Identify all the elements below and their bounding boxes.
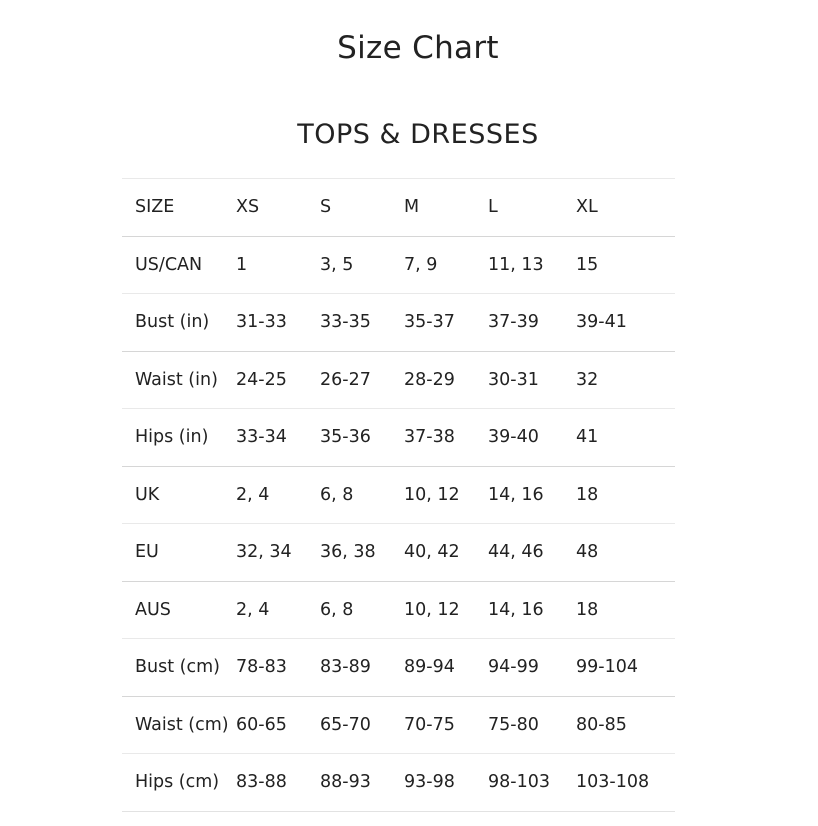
table-row: Hips (in) 33-34 35-36 37-38 39-40 41 bbox=[122, 408, 675, 467]
row-label: Waist (in) bbox=[135, 369, 218, 390]
table-cell: 40, 42 bbox=[404, 542, 460, 563]
table-cell: 80-85 bbox=[576, 714, 627, 735]
row-label: Bust (cm) bbox=[135, 657, 220, 678]
table-cell: M bbox=[404, 197, 420, 218]
table-cell: 41 bbox=[576, 427, 599, 448]
table-cell: 83-89 bbox=[320, 657, 371, 678]
table-cell: 28-29 bbox=[404, 369, 455, 390]
table-cell: 70-75 bbox=[404, 714, 455, 735]
table-cell: 48 bbox=[576, 542, 599, 563]
table-cell: 89-94 bbox=[404, 657, 455, 678]
row-label: AUS bbox=[135, 599, 171, 620]
table-cell: 39-40 bbox=[488, 427, 539, 448]
table-cell: 99-104 bbox=[576, 657, 638, 678]
table-cell: 33-35 bbox=[320, 312, 371, 333]
table-cell: 78-83 bbox=[236, 657, 287, 678]
table-cell: 18 bbox=[576, 599, 599, 620]
table-cell: 31-33 bbox=[236, 312, 287, 333]
row-label: Waist (cm) bbox=[135, 714, 229, 735]
table-row: EU 32, 34 36, 38 40, 42 44, 46 48 bbox=[122, 523, 675, 582]
table-row: US/CAN 1 3, 5 7, 9 11, 13 15 bbox=[122, 236, 675, 294]
table-cell: 33-34 bbox=[236, 427, 287, 448]
table-cell: 1 bbox=[236, 254, 248, 275]
table-row: AUS 2, 4 6, 8 10, 12 14, 16 18 bbox=[122, 581, 675, 639]
table-cell: 6, 8 bbox=[320, 484, 354, 505]
table-cell: 11, 13 bbox=[488, 254, 544, 275]
table-cell: 88-93 bbox=[320, 772, 371, 793]
table-cell: 39-41 bbox=[576, 312, 627, 333]
table-cell: 93-98 bbox=[404, 772, 455, 793]
table-cell: 94-99 bbox=[488, 657, 539, 678]
table-cell: S bbox=[320, 197, 332, 218]
table-cell: 65-70 bbox=[320, 714, 371, 735]
table-cell: 37-38 bbox=[404, 427, 455, 448]
table-cell: 35-37 bbox=[404, 312, 455, 333]
page-title: Size Chart bbox=[337, 30, 499, 66]
table-cell: 37-39 bbox=[488, 312, 539, 333]
table-cell: L bbox=[488, 197, 498, 218]
table-row: UK 2, 4 6, 8 10, 12 14, 16 18 bbox=[122, 466, 675, 524]
table-cell: 75-80 bbox=[488, 714, 539, 735]
table-cell: 10, 12 bbox=[404, 484, 460, 505]
section-title: TOPS & DRESSES bbox=[297, 119, 539, 150]
table-cell: 83-88 bbox=[236, 772, 287, 793]
row-label: EU bbox=[135, 542, 159, 563]
table-cell: 2, 4 bbox=[236, 484, 270, 505]
table-cell: 7, 9 bbox=[404, 254, 438, 275]
table-cell: 35-36 bbox=[320, 427, 371, 448]
table-cell: 14, 16 bbox=[488, 484, 544, 505]
table-cell: 10, 12 bbox=[404, 599, 460, 620]
table-cell: 32 bbox=[576, 369, 599, 390]
table-cell: 60-65 bbox=[236, 714, 287, 735]
row-label: UK bbox=[135, 484, 160, 505]
table-cell: 44, 46 bbox=[488, 542, 544, 563]
size-chart-table: SIZE XS S M L XL US/CAN 1 3, 5 7, 9 11, 13 15 Bust (… bbox=[122, 178, 675, 812]
table-cell: 30-31 bbox=[488, 369, 539, 390]
table-row: Waist (cm) 60-65 65-70 70-75 75-80 80-85 bbox=[122, 696, 675, 754]
row-label: Hips (cm) bbox=[135, 772, 220, 793]
table-cell: 15 bbox=[576, 254, 599, 275]
row-label: Bust (in) bbox=[135, 312, 210, 333]
row-label: US/CAN bbox=[135, 254, 203, 275]
table-cell: 18 bbox=[576, 484, 599, 505]
table-row: Bust (cm) 78-83 83-89 89-94 94-99 99-104 bbox=[122, 638, 675, 697]
table-row: Waist (in) 24-25 26-27 28-29 30-31 32 bbox=[122, 351, 675, 409]
table-cell: 3, 5 bbox=[320, 254, 354, 275]
table-cell: 26-27 bbox=[320, 369, 371, 390]
table-cell: 36, 38 bbox=[320, 542, 376, 563]
table-cell: 32, 34 bbox=[236, 542, 292, 563]
table-row: Bust (in) 31-33 33-35 35-37 37-39 39-41 bbox=[122, 293, 675, 352]
table-cell: XS bbox=[236, 197, 260, 218]
header-row: SIZE XS S M L XL bbox=[122, 178, 675, 237]
table-cell: 24-25 bbox=[236, 369, 287, 390]
table-cell: 2, 4 bbox=[236, 599, 270, 620]
row-label: Hips (in) bbox=[135, 427, 209, 448]
table-cell: 98-103 bbox=[488, 772, 550, 793]
table-cell: XL bbox=[576, 197, 598, 218]
table-cell: 103-108 bbox=[576, 772, 650, 793]
table-cell: 6, 8 bbox=[320, 599, 354, 620]
row-label: SIZE bbox=[135, 197, 175, 218]
table-row: Hips (cm) 83-88 88-93 93-98 98-103 103-108 bbox=[122, 753, 675, 811]
table-cell: 14, 16 bbox=[488, 599, 544, 620]
